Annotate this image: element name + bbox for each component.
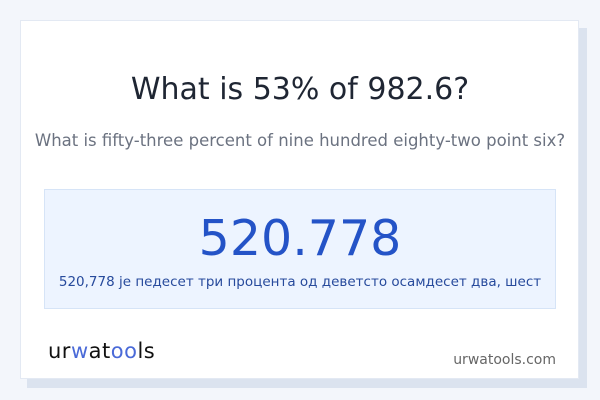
logo-text: ls xyxy=(137,339,156,363)
logo-text: w xyxy=(70,339,89,363)
logo-text: ur xyxy=(48,339,71,363)
result-value: 520.778 xyxy=(198,210,402,267)
logo-text: at xyxy=(88,339,111,363)
result-box: 520.778 520,778 је педесет три процента … xyxy=(44,189,556,309)
result-words: 520,778 је педесет три процента од девет… xyxy=(58,274,542,290)
page-title: What is 53% of 982.6? xyxy=(130,72,470,107)
site-domain[interactable]: urwatools.com xyxy=(453,352,556,368)
page-subtitle: What is fifty-three percent of nine hund… xyxy=(34,131,566,150)
urwatools-logo[interactable]: urwatools xyxy=(48,339,155,363)
logo-text: oo xyxy=(110,339,138,363)
